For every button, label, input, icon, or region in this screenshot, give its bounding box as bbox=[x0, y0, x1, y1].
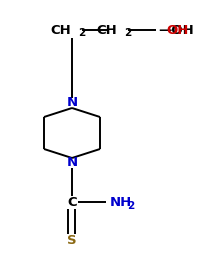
Text: 2: 2 bbox=[123, 28, 131, 38]
Text: OH: OH bbox=[165, 23, 187, 37]
Text: N: N bbox=[66, 156, 77, 169]
Text: S: S bbox=[67, 234, 76, 246]
Text: C: C bbox=[67, 195, 76, 209]
Text: CH: CH bbox=[96, 23, 116, 37]
Text: —OH: —OH bbox=[157, 23, 193, 37]
Text: 2: 2 bbox=[126, 201, 134, 211]
Text: NH: NH bbox=[110, 195, 132, 209]
Text: N: N bbox=[66, 97, 77, 109]
Text: CH: CH bbox=[50, 23, 71, 37]
Text: 2: 2 bbox=[78, 28, 85, 38]
